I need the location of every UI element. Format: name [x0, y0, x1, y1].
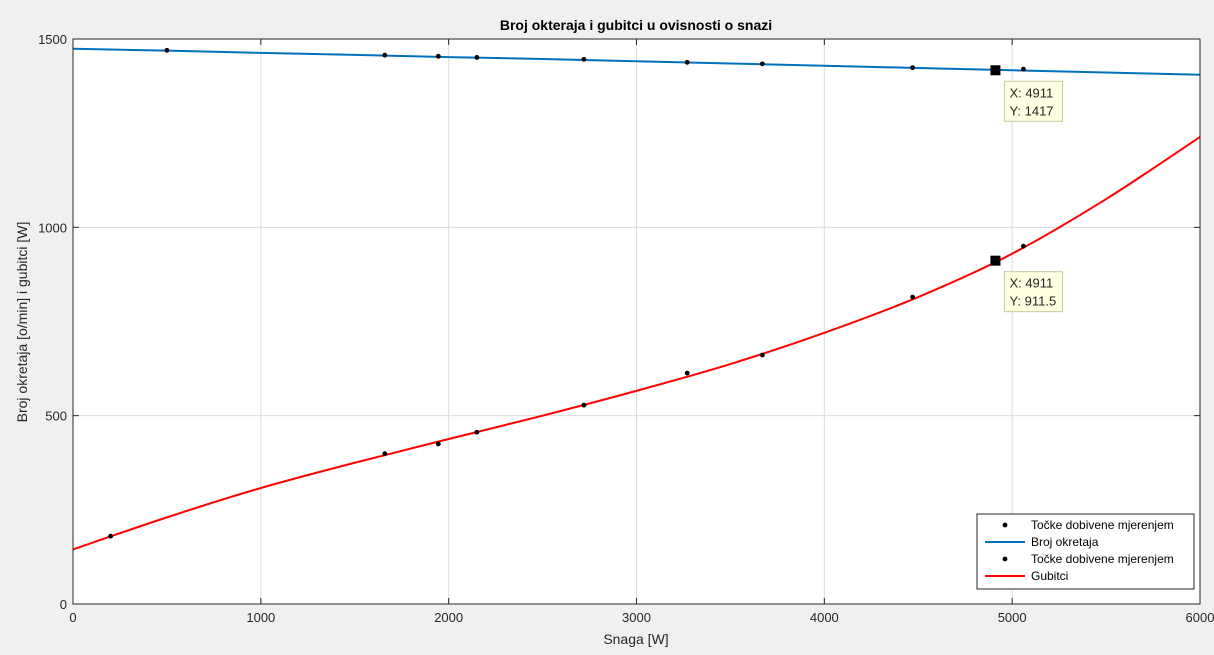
x-tick-label: 2000: [434, 610, 463, 625]
y-tick-label: 0: [60, 597, 67, 612]
data-point-marker: [474, 429, 480, 435]
data-point-marker: [759, 352, 765, 358]
data-point-marker: [382, 52, 388, 58]
x-tick-label: 3000: [622, 610, 651, 625]
x-tick-label: 6000: [1186, 610, 1214, 625]
series-layer: [72, 47, 1201, 551]
data-point-marker: [684, 59, 690, 65]
data-point-marker: [684, 370, 690, 376]
data-point-marker: [435, 53, 441, 59]
datatip-y-label: Y: 911.5: [1009, 294, 1056, 309]
data-point-marker: [435, 441, 441, 447]
series-line-broj-okretaja: [72, 47, 1201, 76]
legend-entry-label: Točke dobivene mjerenjem: [1031, 518, 1174, 532]
datatip-marker[interactable]: [990, 65, 1001, 76]
legend-entry-label: Točke dobivene mjerenjem: [1031, 552, 1174, 566]
x-tick-label: 0: [69, 610, 76, 625]
datatip-x-label: X: 4911: [1009, 276, 1053, 291]
data-point-marker: [164, 47, 170, 53]
datatip-x-label: X: 4911: [1009, 85, 1053, 100]
datatip-box[interactable]: [1003, 80, 1063, 122]
x-tick-label: 1000: [246, 610, 275, 625]
data-point-marker: [474, 55, 480, 60]
data-point-marker: [108, 533, 113, 539]
datatip-box[interactable]: [1003, 271, 1063, 313]
data-point-marker: [382, 451, 388, 457]
legend-marker-swatch: [1002, 522, 1008, 528]
legend-entry-label: Broj okretaja: [1031, 535, 1099, 549]
legend-marker-swatch: [1002, 556, 1008, 562]
legend[interactable]: Točke dobivene mjerenjem Broj okretaja Toč…: [976, 513, 1195, 590]
data-point-marker: [759, 61, 765, 67]
data-point-marker: [1021, 66, 1026, 72]
data-point-marker: [1021, 243, 1026, 249]
datatip-marker[interactable]: [990, 255, 1001, 266]
data-point-marker: [581, 56, 587, 62]
data-point-marker: [910, 294, 916, 300]
chart-title: Broj okteraja i gubitci u ovisnosti o sn…: [500, 17, 772, 33]
series-line-gubitci: [72, 136, 1201, 551]
y-tick-label: 500: [45, 409, 67, 424]
data-point-marker: [581, 402, 587, 408]
y-axis-label: Broj okretaja [o/min] i gubitci [W]: [14, 222, 30, 423]
y-tick-label: 1000: [38, 220, 67, 235]
legend-entry-label: Gubitci: [1031, 569, 1068, 583]
tick-layer: 0 1000 2000 3000 4000 5000 6000 0 500 1000 1500: [38, 32, 1214, 625]
datatip-layer[interactable]: X: 4911 Y: 1417 X: 4911 Y: 911.5: [990, 65, 1063, 313]
x-tick-label: 4000: [810, 610, 839, 625]
data-point-marker: [910, 65, 916, 71]
y-tick-label: 1500: [38, 32, 67, 47]
x-tick-label: 5000: [998, 610, 1027, 625]
x-axis-label: Snaga [W]: [603, 631, 668, 647]
datatip-y-label: Y: 1417: [1009, 103, 1053, 118]
